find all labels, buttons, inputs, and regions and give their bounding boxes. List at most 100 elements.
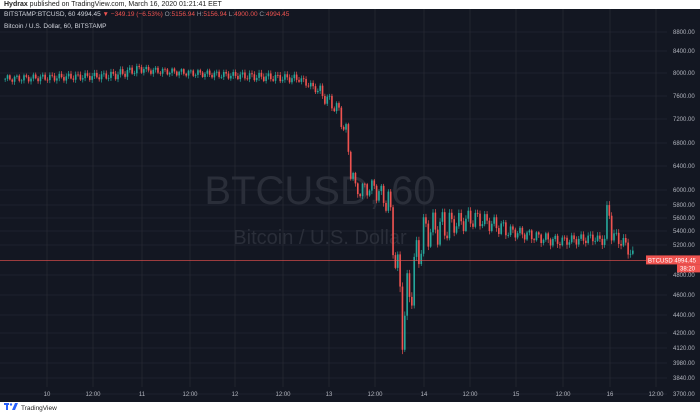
candle-body [77, 74, 79, 76]
candle-body [32, 74, 35, 79]
x-axis-tick-label: 12:00 [182, 392, 198, 398]
price-tag-label: BTCUSD 4994.45 [648, 258, 697, 264]
candle-body [173, 68, 176, 72]
candle-body [488, 220, 491, 231]
candle-body [185, 73, 188, 76]
candle-body [356, 183, 359, 195]
candle-body [342, 126, 345, 130]
candle-body [96, 72, 98, 78]
candle-body [561, 237, 564, 246]
candle-body [23, 75, 25, 81]
candle-body [584, 240, 587, 244]
chart-area[interactable]: BTCUSD, 60 Bitcoin / U.S. Dollar 8800.00 84… [0, 9, 700, 402]
candle-body [178, 71, 180, 76]
candle-body [56, 78, 58, 81]
candle-body [519, 227, 521, 234]
candle-body [175, 71, 178, 76]
y-axis-tick-label: 6400.00 [673, 164, 695, 170]
candle-body [286, 74, 289, 78]
candle-body [143, 69, 145, 73]
y-axis-tick-label: 4120.00 [673, 346, 695, 352]
candle-body [387, 191, 390, 211]
candle-body [507, 234, 510, 236]
candle-body [443, 212, 446, 236]
candle-body [453, 219, 455, 233]
candle-body [255, 77, 258, 81]
candle-body [483, 214, 486, 225]
candle-body [411, 296, 413, 306]
candle-body [237, 75, 239, 80]
watermark-sub: Bitcoin / U.S. Dollar [233, 227, 407, 249]
candle-body [140, 67, 143, 73]
candle-body [403, 315, 406, 350]
y-axis-tick-label: 3980.00 [673, 361, 695, 367]
candle-body [324, 95, 326, 104]
candle-body [469, 210, 472, 224]
candle-body [540, 234, 542, 244]
candle-body [145, 66, 148, 70]
candle-body [425, 217, 427, 224]
candle-body [462, 221, 465, 231]
candle-body [88, 75, 91, 80]
candle-body [413, 256, 416, 306]
candle-body [128, 67, 131, 71]
candle-body [20, 80, 23, 82]
candle-body [446, 235, 448, 239]
candle-body [279, 75, 282, 82]
candle-body [394, 255, 397, 268]
x-axis-tick-label: 13 [326, 392, 333, 398]
candle-body [432, 212, 434, 233]
candle-body [533, 239, 535, 241]
legend-header: BITSTAMP:BTCUSD, 60 4994.45 ▼ −349.19 (−… [4, 10, 289, 19]
candle-body [161, 68, 164, 74]
candle-body [157, 67, 159, 73]
candle-body [448, 212, 451, 239]
candle-body [521, 227, 524, 235]
candle-body [18, 75, 21, 81]
candle-body [258, 72, 260, 78]
candle-body [37, 78, 39, 82]
candle-body [133, 73, 136, 75]
countdown-bg [677, 264, 700, 273]
candle-body [450, 212, 453, 220]
candle-body [615, 232, 618, 234]
low-label: L: [228, 11, 235, 18]
x-axis-tick-label: 10 [44, 392, 51, 398]
candle-body [215, 71, 218, 73]
candle-body [265, 76, 267, 82]
candle-body [180, 69, 183, 72]
footer: TradingView [0, 402, 700, 415]
candle-body [493, 217, 495, 224]
candle-body [596, 235, 599, 241]
candle-body [281, 79, 284, 82]
candle-body [46, 79, 49, 81]
footer-brand: TradingView [21, 405, 57, 413]
candle-body [44, 74, 46, 80]
candle-body [382, 185, 385, 203]
y-axis-tick-label: 4600.00 [673, 293, 695, 299]
candle-body [298, 79, 300, 82]
author-name: Hydrax [4, 1, 28, 8]
candle-body [187, 70, 190, 76]
candle-body [267, 73, 270, 77]
last-price: 4994.45 [77, 11, 101, 18]
candle-body [49, 74, 51, 81]
high-label: H: [196, 11, 204, 18]
candle-body [523, 234, 526, 240]
candle-body [213, 72, 216, 78]
candle-body [378, 191, 380, 201]
low-value: 4900.00 [234, 11, 258, 18]
candlestick-chart[interactable]: BTCUSD, 60 Bitcoin / U.S. Dollar 8800.00 84… [0, 9, 700, 402]
candle-body [117, 74, 119, 80]
candle-body [545, 233, 547, 240]
candle-body [192, 70, 195, 76]
candle-body [399, 254, 401, 287]
candle-body [418, 240, 420, 265]
candle-body [577, 238, 580, 245]
y-axis-tick-label: 6800.00 [673, 141, 695, 147]
candle-body [326, 96, 329, 104]
x-axis-tick-label: 15 [513, 392, 520, 398]
candle-body [300, 78, 303, 82]
candle-body [328, 95, 331, 97]
candle-body [100, 74, 103, 80]
